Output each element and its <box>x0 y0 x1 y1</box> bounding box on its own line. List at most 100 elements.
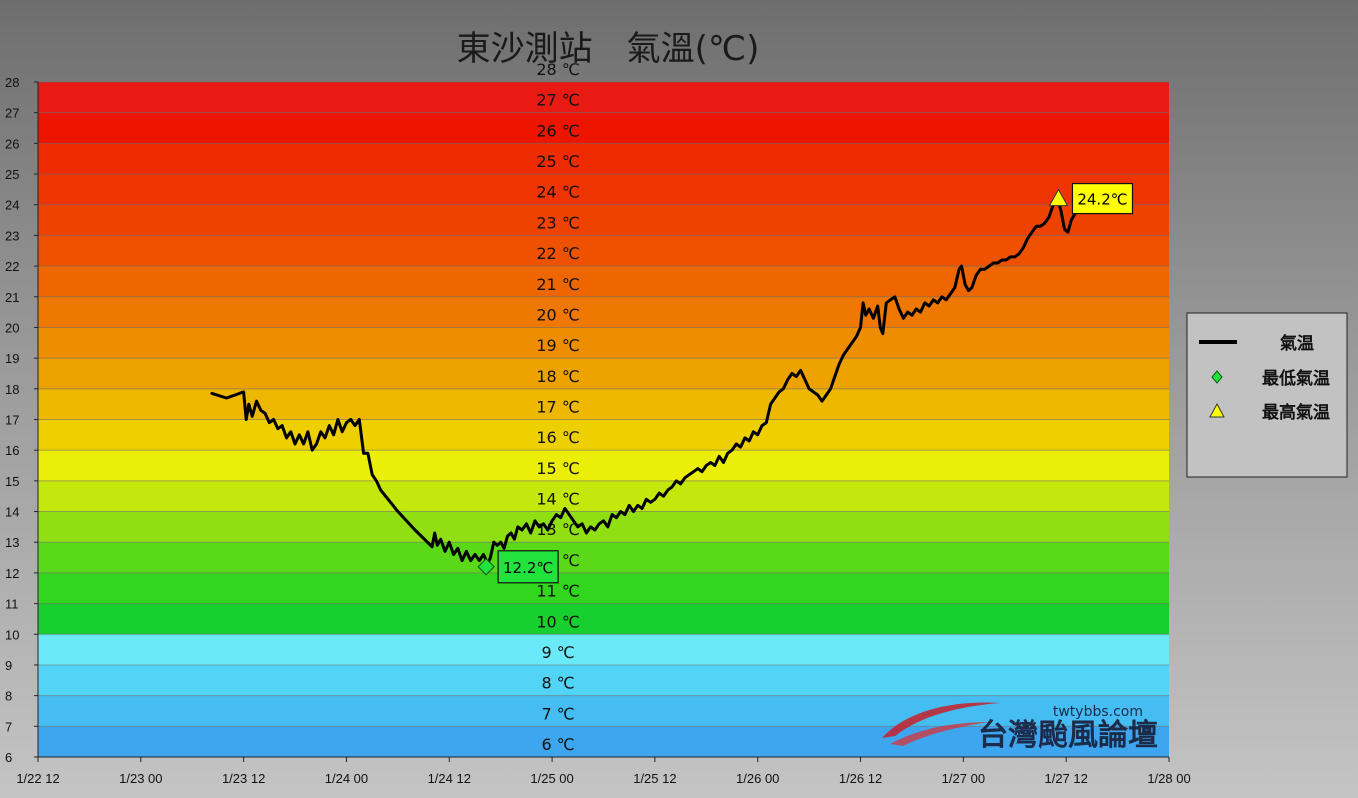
y-tick-label: 9 <box>5 658 12 673</box>
band-labels: 6 ℃7 ℃8 ℃9 ℃10 ℃11 ℃12 ℃13 ℃14 ℃15 ℃16 ℃… <box>536 60 579 754</box>
y-tick-label: 14 <box>5 505 19 520</box>
y-tick-label: 6 <box>5 750 12 765</box>
temp-band <box>38 450 1169 481</box>
watermark-name: 台灣颱風論壇 <box>978 718 1158 753</box>
temperature-bands <box>38 82 1169 757</box>
x-tick-label: 1/24 12 <box>428 771 471 786</box>
temp-band <box>38 327 1169 359</box>
y-tick-label: 12 <box>5 566 19 581</box>
y-tick-label: 18 <box>5 382 19 397</box>
band-label: 16 ℃ <box>536 428 579 447</box>
temp-band <box>38 204 1169 236</box>
temp-band <box>38 603 1169 635</box>
y-tick-label: 23 <box>5 228 19 243</box>
band-label: 11 ℃ <box>536 582 579 601</box>
y-tick-label: 8 <box>5 689 12 704</box>
band-label: 18 ℃ <box>536 367 579 386</box>
x-tick-label: 1/25 12 <box>633 771 676 786</box>
y-tick-label: 10 <box>5 627 19 642</box>
max-callout-label: 24.2℃ <box>1077 191 1127 209</box>
band-label: 6 ℃ <box>541 735 574 754</box>
temp-band <box>38 266 1169 297</box>
band-label: 23 ℃ <box>536 213 579 232</box>
band-label: 9 ℃ <box>541 643 574 662</box>
swirl-icon-inner <box>890 722 990 746</box>
watermark-logo: twtybbs.com 台灣颱風論壇 <box>882 702 1158 753</box>
temperature-line <box>210 197 1082 566</box>
x-tick-label: 1/25 00 <box>530 771 573 786</box>
x-tick-label: 1/23 00 <box>119 771 162 786</box>
y-tick-label: 28 <box>5 75 19 90</box>
x-tick-label: 1/26 12 <box>839 771 882 786</box>
band-label: 21 ℃ <box>536 275 579 294</box>
band-label: 25 ℃ <box>536 152 579 171</box>
gridlines <box>38 81 1169 758</box>
y-tick-label: 25 <box>5 167 19 182</box>
temp-band <box>38 358 1169 389</box>
temp-band <box>38 726 1169 757</box>
band-label: 7 ℃ <box>541 704 574 723</box>
series-layer <box>210 197 1082 566</box>
y-tick-label: 24 <box>5 198 19 213</box>
temp-band <box>38 419 1169 451</box>
band-label: 19 ℃ <box>536 336 579 355</box>
max-marker <box>1048 188 1069 207</box>
band-label: 20 ℃ <box>536 305 579 324</box>
band-label: 17 ℃ <box>536 398 579 417</box>
y-tick-label: 7 <box>5 719 12 734</box>
y-tick-label: 22 <box>5 259 19 274</box>
y-tick-label: 16 <box>5 443 19 458</box>
temp-band <box>38 695 1169 727</box>
y-tick-label: 13 <box>5 535 19 550</box>
band-label: 15 ℃ <box>536 459 579 478</box>
band-label: 28 ℃ <box>536 60 579 79</box>
min-callout-label: 12.2℃ <box>503 559 553 577</box>
legend-box <box>1186 312 1348 478</box>
band-label: 10 ℃ <box>536 612 579 631</box>
temp-band <box>38 143 1169 175</box>
legend-label-temp: 氣温 <box>1280 333 1314 354</box>
band-label: 24 ℃ <box>536 183 579 202</box>
swirl-icon <box>882 702 1000 738</box>
temp-band <box>38 82 1169 113</box>
x-tick-label: 1/27 00 <box>942 771 985 786</box>
watermark-site: twtybbs.com <box>1053 704 1143 720</box>
band-label: 8 ℃ <box>541 674 574 693</box>
temp-band <box>38 542 1169 573</box>
y-tick-label: 11 <box>5 597 19 612</box>
temp-band <box>38 511 1169 543</box>
x-tick-label: 1/28 00 <box>1147 771 1190 786</box>
temp-band <box>38 572 1169 604</box>
legend-triangle-symbol <box>1209 402 1225 418</box>
band-label: 14 ℃ <box>536 490 579 509</box>
temp-band <box>38 480 1169 512</box>
band-label: 13 ℃ <box>536 520 579 539</box>
temp-band <box>38 388 1169 420</box>
x-tick-label: 1/22 12 <box>16 771 59 786</box>
y-tick-label: 27 <box>5 106 19 121</box>
temp-band <box>38 664 1169 696</box>
y-tick-label: 26 <box>5 136 19 151</box>
x-tick-label: 1/23 12 <box>222 771 265 786</box>
y-tick-label: 15 <box>5 474 19 489</box>
x-tick-label: 1/24 00 <box>325 771 368 786</box>
temp-band <box>38 174 1169 205</box>
y-tick-label: 19 <box>5 351 19 366</box>
legend-diamond-symbol <box>1211 370 1223 384</box>
y-tick-label: 20 <box>5 320 19 335</box>
legend: 氣温 最低氣温 最高氣温 <box>1186 312 1348 478</box>
legend-label-min: 最低氣温 <box>1262 368 1330 389</box>
min-marker <box>477 558 495 576</box>
y-tick-label: 21 <box>5 290 19 305</box>
temp-band <box>38 112 1169 144</box>
markers-layer: 12.2℃ 24.2℃ <box>477 182 1134 584</box>
min-callout-box <box>497 550 559 584</box>
band-label: 26 ℃ <box>536 121 579 140</box>
y-tick-label: 17 <box>5 413 19 428</box>
band-label: 27 ℃ <box>536 91 579 110</box>
max-callout-box <box>1071 182 1134 215</box>
temp-band <box>38 296 1169 328</box>
legend-label-max: 最高氣温 <box>1262 402 1330 423</box>
chart-title: 東沙測站 氣溫(℃) <box>457 29 760 69</box>
